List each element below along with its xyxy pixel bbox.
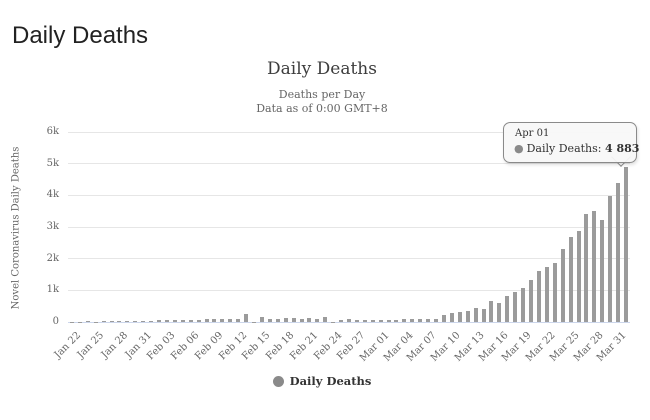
gridline bbox=[68, 194, 630, 196]
bar-feb-16[interactable] bbox=[267, 318, 272, 322]
bar-feb-12[interactable] bbox=[236, 318, 241, 322]
y-axis-tick-label: 4k bbox=[46, 189, 59, 201]
chart-subtitle-line2: Data as of 0:00 GMT+8 bbox=[256, 102, 388, 115]
bar-feb-28[interactable] bbox=[362, 320, 367, 322]
bar-mar-16[interactable] bbox=[497, 302, 502, 322]
bar-feb-08[interactable] bbox=[204, 319, 209, 322]
bar-mar-05[interactable] bbox=[410, 318, 415, 322]
bar-mar-07[interactable] bbox=[426, 318, 431, 322]
tooltip-series-row: ● Daily Deaths: 4 883 bbox=[514, 142, 639, 155]
bar-feb-22[interactable] bbox=[315, 318, 320, 322]
bar-mar-31[interactable] bbox=[616, 183, 621, 322]
bar-feb-19[interactable] bbox=[291, 318, 296, 322]
bar-feb-13[interactable] bbox=[244, 313, 249, 322]
tooltip: Apr 01 ● Daily Deaths: 4 883 bbox=[503, 122, 639, 163]
y-axis-tick-label: 6k bbox=[46, 126, 59, 137]
bar-mar-28[interactable] bbox=[592, 210, 597, 322]
bar-mar-17[interactable] bbox=[505, 296, 510, 322]
bar-feb-05[interactable] bbox=[180, 319, 185, 322]
bar-jan-27[interactable] bbox=[109, 321, 114, 322]
bar-feb-07[interactable] bbox=[196, 319, 201, 322]
bar-jan-30[interactable] bbox=[133, 320, 138, 322]
legend-item-daily-deaths[interactable]: Daily Deaths bbox=[289, 374, 372, 388]
bar-mar-01[interactable] bbox=[378, 320, 383, 322]
legend-marker-icon bbox=[272, 375, 284, 387]
bar-mar-11[interactable] bbox=[457, 311, 462, 322]
tooltip-series-label: Daily Deaths: bbox=[526, 142, 605, 155]
y-axis-tick-label: 0 bbox=[52, 316, 59, 327]
bar-mar-04[interactable] bbox=[402, 319, 407, 322]
bar-feb-17[interactable] bbox=[275, 318, 280, 322]
bar-mar-23[interactable] bbox=[552, 262, 557, 322]
bar-feb-18[interactable] bbox=[283, 317, 288, 322]
bar-apr-01[interactable] bbox=[624, 167, 629, 322]
gridline bbox=[68, 226, 630, 228]
bar-mar-08[interactable] bbox=[434, 318, 439, 322]
bar-jan-24[interactable] bbox=[85, 321, 90, 322]
bar-mar-13[interactable] bbox=[473, 308, 478, 322]
bar-mar-02[interactable] bbox=[386, 319, 391, 322]
page-title: Daily Deaths bbox=[12, 22, 149, 50]
bar-jan-28[interactable] bbox=[117, 321, 122, 322]
bar-feb-26[interactable] bbox=[347, 319, 351, 322]
bar-jan-31[interactable] bbox=[141, 320, 146, 322]
x-axis-line bbox=[68, 322, 630, 323]
bar-mar-21[interactable] bbox=[536, 270, 541, 322]
series-marker-icon: ● bbox=[514, 142, 524, 155]
bar-jan-26[interactable] bbox=[101, 321, 106, 322]
bar-feb-15[interactable] bbox=[259, 317, 264, 322]
gridline bbox=[68, 289, 630, 291]
bar-mar-27[interactable] bbox=[584, 213, 589, 322]
y-axis-tick-label: 3k bbox=[46, 221, 59, 232]
bar-feb-04[interactable] bbox=[172, 319, 177, 322]
bar-mar-18[interactable] bbox=[513, 291, 518, 322]
tooltip-value: 4 883 bbox=[604, 142, 640, 155]
x-axis-tick-label: Jan 28 bbox=[99, 330, 131, 361]
gridline bbox=[68, 163, 630, 165]
tooltip-date: Apr 01 bbox=[515, 128, 550, 139]
bar-feb-01[interactable] bbox=[149, 320, 154, 322]
bar-mar-15[interactable] bbox=[489, 300, 494, 322]
bar-mar-14[interactable] bbox=[481, 308, 486, 322]
legend: Daily Deaths bbox=[0, 374, 644, 388]
chart-title: Daily Deaths bbox=[267, 59, 377, 79]
bar-feb-11[interactable] bbox=[228, 318, 233, 322]
bar-mar-09[interactable] bbox=[441, 314, 446, 322]
bar-jan-29[interactable] bbox=[125, 320, 130, 322]
bar-mar-12[interactable] bbox=[465, 310, 470, 322]
bar-mar-03[interactable] bbox=[394, 319, 399, 322]
bar-feb-03[interactable] bbox=[164, 319, 169, 322]
bar-feb-29[interactable] bbox=[370, 319, 375, 322]
bar-feb-20[interactable] bbox=[299, 318, 304, 322]
bar-feb-23[interactable] bbox=[323, 317, 328, 322]
bar-mar-29[interactable] bbox=[600, 219, 605, 322]
bar-mar-10[interactable] bbox=[449, 313, 454, 322]
y-axis-tick-label: 2k bbox=[46, 252, 59, 264]
bar-mar-06[interactable] bbox=[418, 318, 423, 322]
bar-mar-30[interactable] bbox=[608, 195, 613, 322]
y-axis-tick-label: 1k bbox=[46, 284, 59, 296]
bar-feb-09[interactable] bbox=[212, 319, 217, 322]
bar-feb-25[interactable] bbox=[339, 319, 344, 322]
bar-feb-10[interactable] bbox=[220, 318, 225, 322]
bar-mar-24[interactable] bbox=[560, 249, 565, 322]
bar-mar-20[interactable] bbox=[529, 280, 534, 322]
y-axis-tick-label: 5k bbox=[46, 157, 59, 169]
bar-mar-25[interactable] bbox=[568, 237, 573, 322]
bar-mar-22[interactable] bbox=[544, 267, 549, 322]
gridline bbox=[68, 258, 630, 260]
bar-feb-21[interactable] bbox=[307, 318, 312, 322]
bar-mar-26[interactable] bbox=[576, 231, 581, 322]
chart-subtitle-line1: Deaths per Day bbox=[278, 88, 366, 101]
gridline bbox=[68, 131, 630, 133]
bar-feb-06[interactable] bbox=[188, 319, 193, 322]
bar-feb-27[interactable] bbox=[354, 320, 359, 322]
bar-mar-19[interactable] bbox=[521, 287, 526, 322]
bar-feb-02[interactable] bbox=[157, 320, 162, 322]
